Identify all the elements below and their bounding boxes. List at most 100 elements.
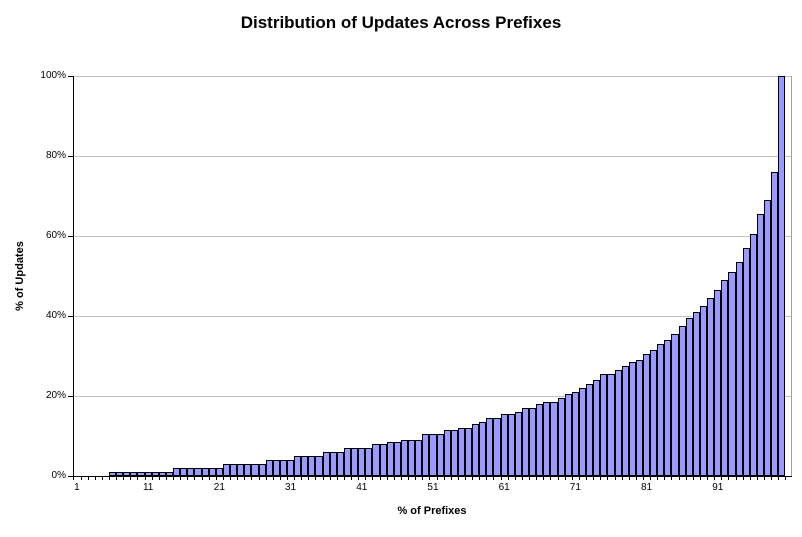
chart-title: Distribution of Updates Across Prefixes	[240, 13, 562, 32]
bar	[422, 434, 430, 476]
bar	[379, 444, 387, 476]
bar	[308, 456, 316, 476]
x-tick-label: 41	[356, 482, 368, 493]
x-axis-tick	[685, 476, 687, 480]
bar	[429, 434, 437, 476]
bar	[365, 448, 373, 476]
x-axis-tick	[550, 476, 552, 480]
bar	[707, 298, 715, 476]
bar	[614, 370, 622, 476]
x-axis-tick	[329, 476, 331, 480]
bar	[201, 468, 209, 476]
bar	[230, 464, 238, 476]
bar	[258, 464, 266, 476]
x-axis-title: % of Prefixes	[397, 505, 467, 517]
x-axis-tick	[721, 476, 723, 480]
bar	[764, 200, 772, 476]
bar	[116, 472, 124, 476]
x-axis-tick	[272, 476, 274, 480]
x-tick-label: 1	[74, 482, 80, 493]
bar	[329, 452, 337, 476]
bar	[621, 366, 629, 476]
bar	[465, 428, 473, 476]
bar	[386, 442, 394, 476]
x-axis-tick	[678, 476, 680, 480]
x-axis-tick	[258, 476, 260, 480]
bar	[699, 306, 708, 476]
x-axis-tick	[251, 476, 253, 480]
y-axis-tick	[68, 156, 73, 157]
bar	[215, 468, 223, 476]
x-axis-tick	[123, 476, 125, 480]
bar	[479, 422, 487, 476]
x-axis-tick	[322, 476, 324, 480]
x-axis-tick	[635, 476, 637, 480]
x-axis-tick	[343, 476, 345, 480]
x-axis-tick	[87, 476, 89, 480]
x-axis-tick	[521, 476, 523, 480]
x-tick-label: 71	[569, 482, 581, 493]
bar	[222, 464, 231, 476]
x-axis-tick	[372, 476, 374, 480]
x-axis-tick	[315, 476, 317, 480]
bar	[144, 472, 152, 476]
bar	[593, 380, 601, 476]
bar	[578, 388, 587, 476]
x-axis-tick	[158, 476, 160, 480]
x-axis-tick	[735, 476, 737, 480]
x-axis-tick	[208, 476, 210, 480]
x-axis-tick	[287, 476, 288, 480]
bar	[685, 318, 693, 476]
bar	[287, 460, 295, 476]
bar	[158, 472, 166, 476]
bar	[315, 456, 323, 476]
y-tick-label: 100%	[40, 70, 66, 81]
bar	[351, 448, 359, 476]
x-axis-tick	[756, 476, 758, 480]
x-axis-line	[73, 476, 792, 477]
bar	[244, 464, 252, 476]
bar	[756, 214, 765, 476]
x-axis-tick	[215, 476, 217, 480]
x-axis-tick	[500, 476, 502, 480]
x-axis-tick	[386, 476, 388, 480]
bar	[678, 326, 686, 476]
bar	[600, 374, 608, 476]
x-tick-label: 11	[142, 482, 154, 493]
bar	[400, 440, 409, 476]
x-axis-tick	[429, 476, 431, 480]
x-axis-tick	[664, 476, 666, 480]
bar	[336, 452, 344, 476]
bar	[109, 472, 117, 476]
x-axis-tick	[165, 476, 167, 480]
bar	[607, 374, 615, 476]
x-axis-tick	[571, 476, 573, 480]
x-axis-tick	[358, 476, 360, 480]
y-tick-label: 80%	[45, 150, 66, 161]
x-axis-tick	[151, 476, 153, 480]
x-axis-tick	[486, 476, 488, 480]
plot-right-border	[791, 76, 792, 476]
bar	[778, 76, 786, 476]
bar	[123, 472, 131, 476]
bar	[294, 456, 302, 476]
x-axis-tick	[479, 476, 481, 480]
x-axis-tick	[408, 476, 410, 480]
bar	[194, 468, 202, 476]
x-axis-tick	[443, 476, 445, 480]
bar	[550, 402, 558, 476]
x-axis-tick	[422, 476, 424, 480]
bar	[742, 248, 750, 476]
bar	[557, 398, 565, 476]
x-axis-tick	[771, 476, 773, 480]
bar	[372, 444, 380, 476]
x-axis-tick	[109, 476, 110, 480]
bar	[671, 334, 679, 476]
bar	[436, 434, 444, 476]
x-axis-tick	[586, 476, 588, 480]
x-tick-label: 81	[640, 482, 653, 493]
bar	[358, 448, 366, 476]
x-axis-tick	[728, 476, 730, 480]
bar	[728, 272, 736, 476]
